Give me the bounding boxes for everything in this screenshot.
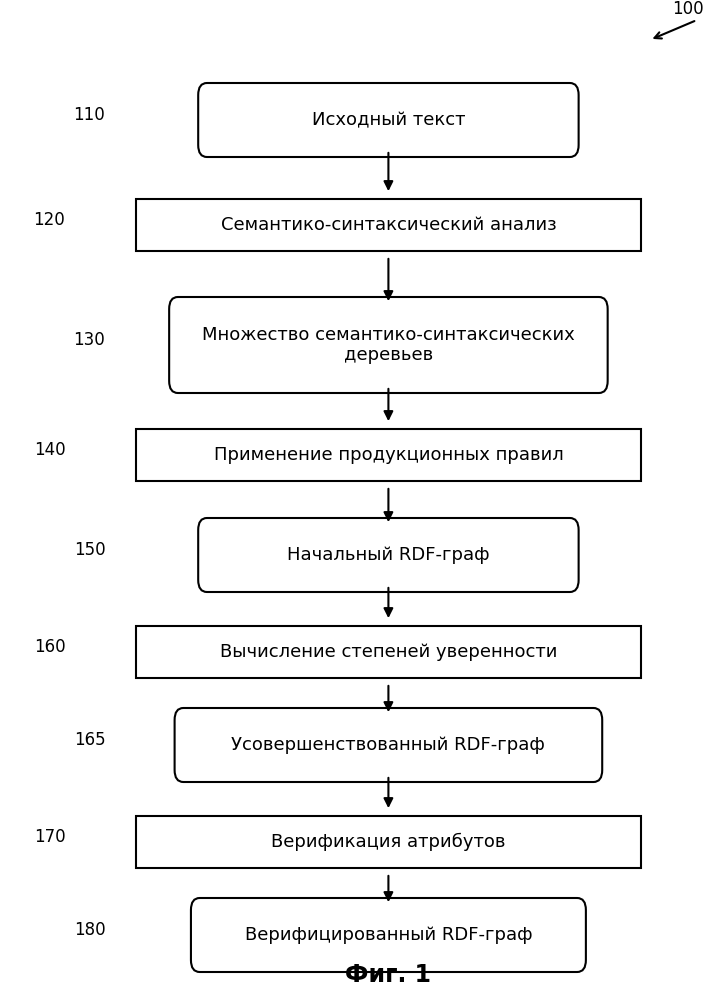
FancyBboxPatch shape [136, 816, 641, 868]
Text: Семантико-синтаксический анализ: Семантико-синтаксический анализ [221, 216, 556, 234]
Text: Применение продукционных правил: Применение продукционных правил [213, 446, 563, 464]
Text: 170: 170 [33, 828, 65, 846]
Text: Верифицированный RDF-граф: Верифицированный RDF-граф [245, 926, 532, 944]
Text: Множество семантико-синтаксических
деревьев: Множество семантико-синтаксических дерев… [202, 326, 575, 364]
Text: Начальный RDF-граф: Начальный RDF-граф [287, 546, 490, 564]
Text: Фиг. 1: Фиг. 1 [346, 963, 431, 987]
FancyBboxPatch shape [136, 199, 641, 251]
Text: Исходный текст: Исходный текст [311, 111, 465, 129]
FancyBboxPatch shape [175, 708, 603, 782]
Text: 110: 110 [73, 106, 105, 124]
Text: Верификация атрибутов: Верификация атрибутов [271, 833, 506, 851]
Text: Вычисление степеней уверенности: Вычисление степеней уверенности [220, 643, 557, 661]
FancyBboxPatch shape [191, 898, 586, 972]
Text: 160: 160 [33, 638, 65, 656]
Text: Усовершенствованный RDF-граф: Усовершенствованный RDF-граф [232, 736, 545, 754]
Text: 120: 120 [33, 211, 65, 229]
Text: 140: 140 [33, 441, 65, 459]
Text: 100: 100 [672, 0, 704, 18]
FancyBboxPatch shape [136, 626, 641, 678]
FancyBboxPatch shape [198, 518, 579, 592]
FancyBboxPatch shape [136, 429, 641, 481]
Text: 150: 150 [73, 541, 105, 559]
FancyBboxPatch shape [169, 297, 608, 393]
Text: 180: 180 [73, 921, 105, 939]
FancyBboxPatch shape [198, 83, 579, 157]
Text: 130: 130 [73, 331, 105, 349]
Text: 165: 165 [73, 731, 105, 749]
